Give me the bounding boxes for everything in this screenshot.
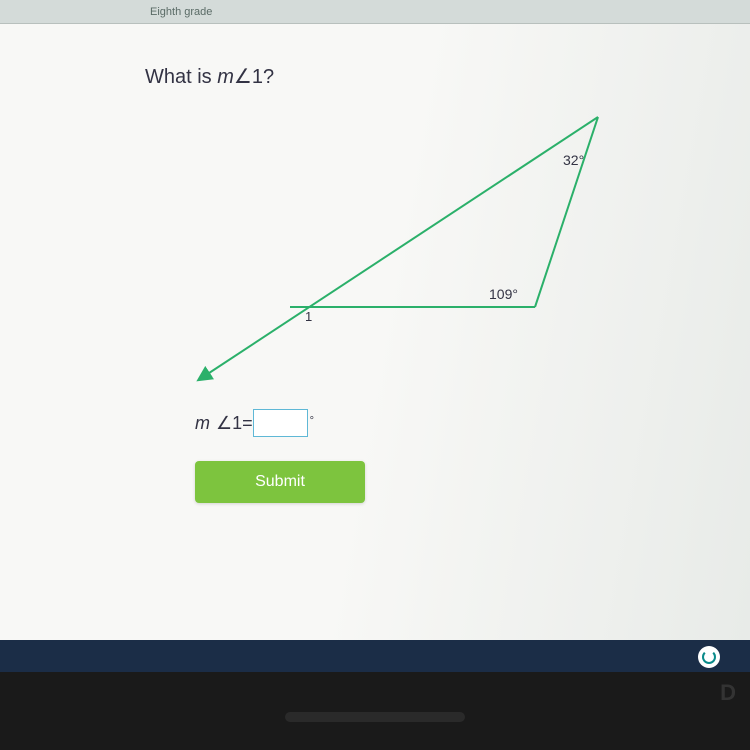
content-area: What is m∠1? 32° 109° 1 m∠1 = bbox=[0, 24, 750, 503]
top-bar: Eighth grade bbox=[0, 0, 750, 24]
triangle-svg: 32° 109° 1 bbox=[185, 109, 665, 389]
spinner-icon bbox=[702, 650, 716, 664]
breadcrumb-label: Eighth grade bbox=[150, 6, 212, 18]
laptop-latch bbox=[285, 712, 465, 722]
question-variable: m bbox=[217, 66, 234, 88]
laptop-bezel bbox=[0, 672, 750, 750]
taskbar bbox=[0, 640, 750, 672]
d-mark: D bbox=[720, 680, 736, 706]
answer-equals: = bbox=[242, 413, 253, 434]
angle-number: 1 bbox=[252, 66, 263, 88]
triangle-diagram: 32° 109° 1 bbox=[185, 109, 665, 389]
answer-angle-number: 1 bbox=[232, 413, 242, 434]
angle-answer-input[interactable] bbox=[253, 409, 308, 437]
degree-symbol: ° bbox=[310, 415, 314, 427]
angle-label-right: 109° bbox=[489, 286, 518, 302]
angle-symbol: ∠ bbox=[234, 66, 252, 88]
side-top-right bbox=[535, 117, 598, 307]
angle-label-1: 1 bbox=[305, 309, 312, 324]
answer-angle-symbol: ∠ bbox=[216, 413, 232, 434]
submit-button[interactable]: Submit bbox=[195, 461, 365, 503]
taskbar-icon[interactable] bbox=[698, 646, 720, 668]
screen-area: Eighth grade What is m∠1? 32° 109° 1 bbox=[0, 0, 750, 640]
answer-row: m ∠1 = ° bbox=[195, 409, 750, 437]
question-prefix: What is bbox=[145, 66, 217, 88]
question-suffix: ? bbox=[263, 66, 274, 88]
angle-label-top: 32° bbox=[563, 152, 584, 168]
answer-variable: m bbox=[195, 413, 210, 434]
side-hypotenuse-with-arrow bbox=[203, 117, 598, 377]
question-text: What is m∠1? bbox=[145, 64, 750, 89]
